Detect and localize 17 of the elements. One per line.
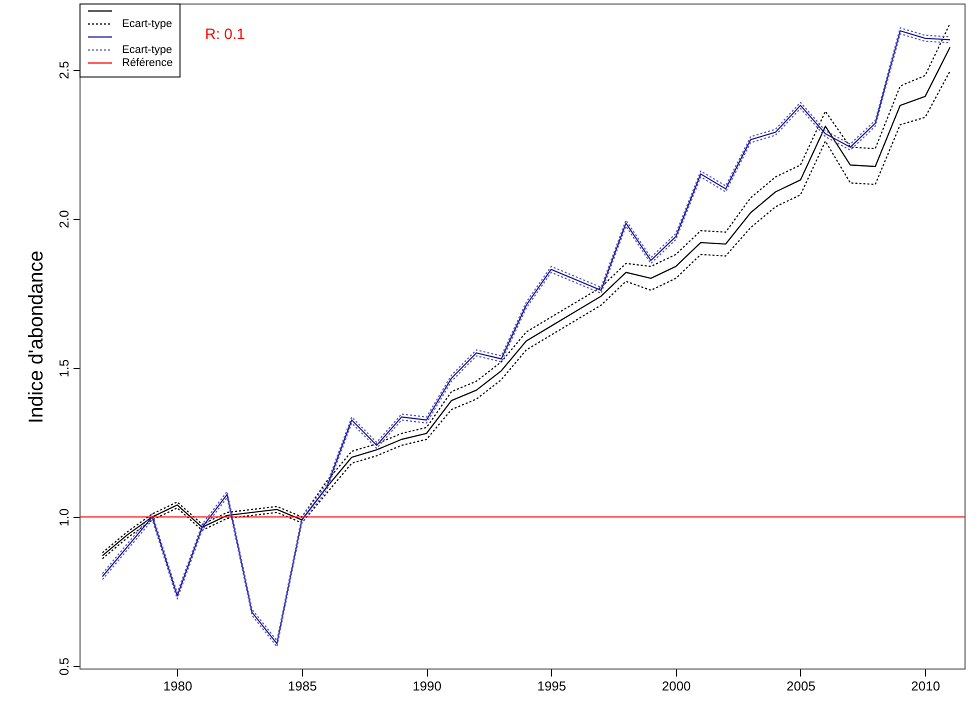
y-tick-label: 1.5	[56, 359, 72, 378]
legend-label: Ecart-type	[122, 44, 172, 56]
legend-label: Ecart-type	[122, 18, 172, 30]
y-tick-label: 1.0	[56, 508, 72, 526]
legend-label: Référence	[122, 57, 173, 69]
y-tick-label: 2.0	[56, 210, 72, 228]
y-axis-title: Indice d'abondance	[26, 250, 48, 424]
x-tick-label: 1985	[288, 678, 317, 694]
annotation: R: 0.1	[205, 26, 246, 43]
y-tick-label: 0.5	[56, 657, 72, 676]
x-tick-label: 2005	[786, 678, 816, 694]
y-tick-label: 2.5	[56, 61, 72, 80]
x-tick-label: 2000	[662, 678, 691, 694]
x-tick-label: 1980	[163, 678, 192, 694]
x-tick-label: 1990	[412, 678, 442, 694]
x-tick-label: 1995	[537, 678, 566, 694]
x-tick-label: 2010	[911, 678, 940, 694]
